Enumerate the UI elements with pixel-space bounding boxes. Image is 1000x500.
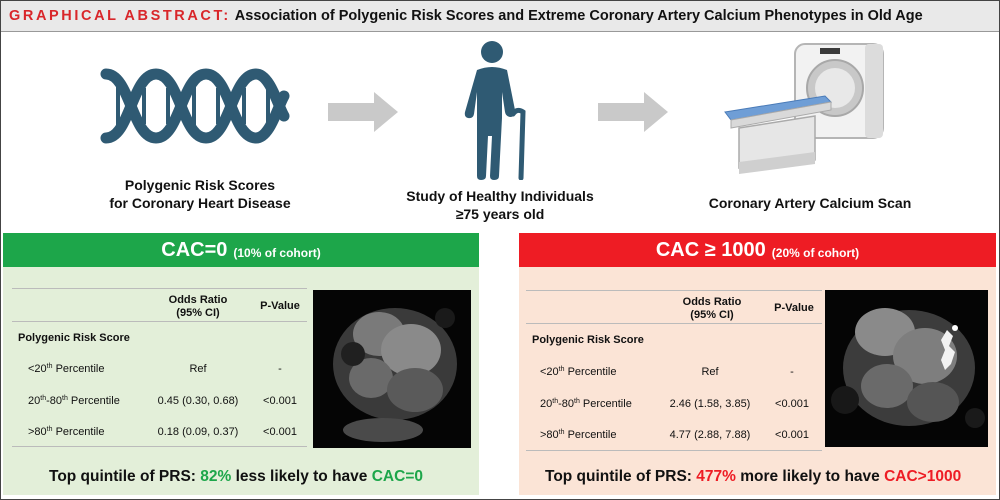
caption-line: Polygenic Risk Scores <box>124 177 276 193</box>
column-header-line: (95% CI) <box>690 309 734 321</box>
row-label: 20th-80th Percentile <box>540 398 632 410</box>
page-title: Association of Polygenic Risk Scores and… <box>234 8 923 24</box>
row-label: 20th-80th Percentile <box>28 395 120 407</box>
column-header-odds-ratio: Odds Ratio (95% CI) <box>148 294 248 320</box>
ct-scan-image <box>825 290 988 447</box>
left-summary: Top quintile of PRS: 82% less likely to … <box>49 468 423 486</box>
row-odds-ratio: Ref <box>189 363 207 375</box>
row-p-value: <0.001 <box>263 395 297 407</box>
table-rule <box>12 321 307 322</box>
table-rule <box>12 446 307 447</box>
summary-prefix: Top quintile of PRS: <box>545 468 697 485</box>
row-odds-ratio: 0.18 (0.09, 0.37) <box>157 426 239 438</box>
row-p-value: <0.001 <box>775 398 809 410</box>
row-label: <20th Percentile <box>28 363 105 375</box>
column-header-line: (95% CI) <box>176 307 220 319</box>
title-bar: GRAPHICAL ABSTRACT: Association of Polyg… <box>1 1 999 32</box>
graphical-abstract-label: GRAPHICAL ABSTRACT: <box>9 8 231 24</box>
cac-zero-panel: CAC=0 (10% of cohort) Odds Ratio (95% CI… <box>3 233 479 495</box>
summary-middle: less likely to have <box>231 468 372 485</box>
row-p-value: - <box>278 363 282 375</box>
dna-helix-icon <box>100 68 290 144</box>
caption-study-population: Study of Healthy Individuals ≥75 years o… <box>385 187 615 223</box>
summary-value: 82% <box>200 468 232 485</box>
table-rule <box>526 450 822 451</box>
summary-outcome: CAC>1000 <box>884 468 962 485</box>
column-header-odds-ratio: Odds Ratio (95% CI) <box>662 296 762 322</box>
row-odds-ratio: 4.77 (2.88, 7.88) <box>669 429 751 441</box>
panel-header-subtitle: (10% of cohort) <box>233 245 321 260</box>
column-header-line: Odds Ratio <box>168 294 228 306</box>
column-header-p-value: P-Value <box>260 300 300 312</box>
right-arrow-icon <box>328 92 398 132</box>
panel-header-title: CAC=0 <box>161 238 228 261</box>
summary-middle: more likely to have <box>735 468 885 485</box>
cac-1000-panel: CAC ≥ 1000 (20% of cohort) Odds Ratio (9… <box>519 233 996 495</box>
column-header-p-value: P-Value <box>774 302 814 314</box>
panel-header-subtitle: (20% of cohort) <box>771 245 860 260</box>
panel-header-title: CAC ≥ 1000 <box>655 238 766 261</box>
ct-scan-image <box>313 290 471 448</box>
table-rule <box>526 323 822 324</box>
row-p-value: - <box>790 366 794 378</box>
summary-outcome: CAC=0 <box>371 468 423 485</box>
table-section-label: Polygenic Risk Score <box>18 332 130 344</box>
odds-ratio-table: Odds Ratio (95% CI) P-Value Polygenic Ri… <box>526 290 822 452</box>
row-label: >80th Percentile <box>28 426 105 438</box>
table-rule <box>526 290 822 291</box>
table-rule <box>12 288 307 289</box>
row-odds-ratio: 0.45 (0.30, 0.68) <box>157 395 239 407</box>
summary-value: 477% <box>696 468 736 485</box>
column-header-line: Odds Ratio <box>682 296 742 308</box>
caption-line: Study of Healthy Individuals <box>406 188 594 204</box>
ct-scanner-icon <box>724 43 884 174</box>
caption-cac-scan: Coronary Artery Calcium Scan <box>690 194 930 212</box>
elderly-person-with-cane-icon <box>464 41 526 180</box>
caption-line: ≥75 years old <box>455 206 545 222</box>
row-p-value: <0.001 <box>263 426 297 438</box>
row-odds-ratio: Ref <box>701 366 719 378</box>
summary-prefix: Top quintile of PRS: <box>49 468 201 485</box>
right-summary: Top quintile of PRS: 477% more likely to… <box>545 468 961 486</box>
row-odds-ratio: 2.46 (1.58, 3.85) <box>669 398 751 410</box>
row-label: <20th Percentile <box>540 366 617 378</box>
row-label: >80th Percentile <box>540 429 617 441</box>
caption-polygenic-risk-scores: Polygenic Risk Scores for Coronary Heart… <box>95 176 305 212</box>
caption-line: for Coronary Heart Disease <box>109 195 291 211</box>
caption-line: Coronary Artery Calcium Scan <box>708 195 912 211</box>
table-section-label: Polygenic Risk Score <box>532 334 644 346</box>
cac-zero-header: CAC=0 (10% of cohort) <box>3 233 479 267</box>
odds-ratio-table: Odds Ratio (95% CI) P-Value Polygenic Ri… <box>12 288 307 450</box>
right-arrow-icon <box>598 92 668 132</box>
cac-1000-header: CAC ≥ 1000 (20% of cohort) <box>519 233 996 267</box>
row-p-value: <0.001 <box>775 429 809 441</box>
